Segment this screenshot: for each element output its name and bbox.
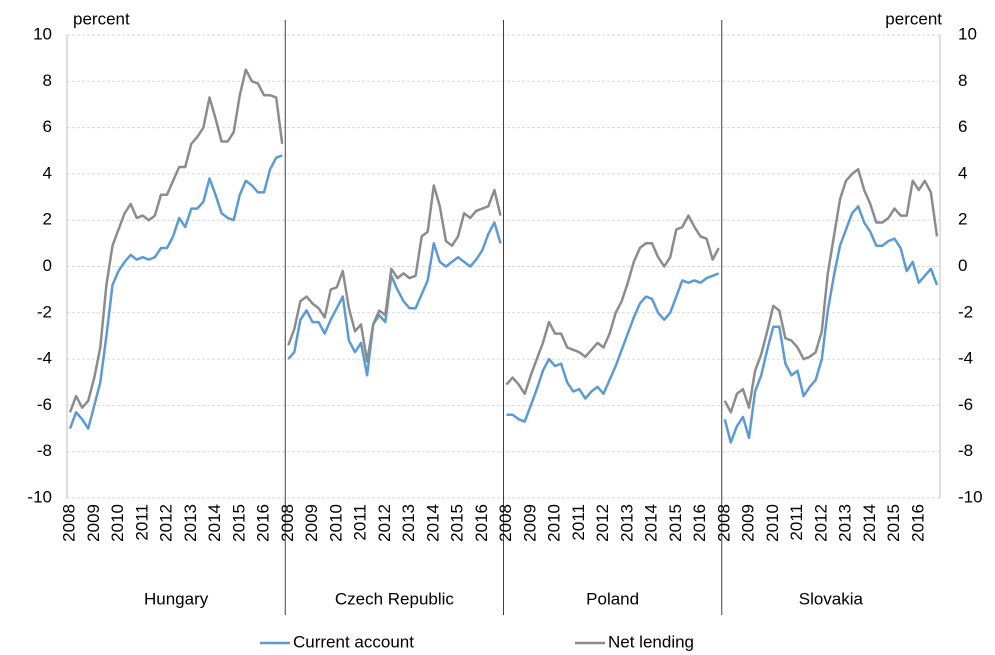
x-tick-label: 2009 (739, 504, 758, 542)
x-tick-label: 2013 (836, 504, 855, 542)
y2-tick-label: 10 (958, 24, 977, 43)
x-tick-label: 2010 (326, 504, 345, 542)
x-tick-label: 2012 (157, 504, 176, 542)
y-tick-label: -4 (37, 349, 52, 368)
x-tick-label: 2015 (666, 504, 685, 542)
y2-tick-label: -4 (958, 349, 973, 368)
y-tick-label: 10 (33, 24, 52, 43)
y2-tick-label: 2 (958, 210, 967, 229)
series-line (68, 154, 283, 430)
y2-tick-label: -8 (958, 441, 973, 460)
x-tick-label: 2014 (642, 504, 661, 542)
y-tick-label: 4 (43, 163, 52, 182)
series-line (287, 221, 502, 377)
x-tick-label: 2011 (132, 504, 151, 541)
x-tick-label: 2010 (108, 504, 127, 542)
legend-label: Net lending (608, 632, 694, 651)
y2-tick-label: 6 (958, 117, 967, 136)
series-line (287, 184, 502, 363)
x-tick-label: 2013 (399, 504, 418, 542)
x-tick-label: 2013 (181, 504, 200, 542)
x-tick-label: 2009 (302, 504, 321, 542)
x-tick-label: 2009 (520, 504, 539, 542)
y-tick-label: 8 (43, 71, 52, 90)
y-tick-label: 6 (43, 117, 52, 136)
x-tick-label: 2014 (423, 504, 442, 542)
y-tick-label: 2 (43, 210, 52, 229)
x-tick-label: 2011 (351, 504, 370, 541)
x-tick-label: 2008 (60, 504, 79, 542)
x-tick-label: 2014 (205, 504, 224, 542)
y-axis-label: percent (73, 9, 130, 28)
x-tick-label: 2012 (811, 504, 830, 542)
y2-tick-label: 4 (958, 163, 967, 182)
y2-tick-label: 8 (958, 71, 967, 90)
y-tick-label: 0 (43, 256, 52, 275)
x-tick-label: 2011 (787, 504, 806, 541)
y-tick-label: -10 (27, 487, 52, 506)
x-tick-label: 2009 (84, 504, 103, 542)
x-tick-label: 2012 (375, 504, 394, 542)
x-tick-label: 2015 (884, 504, 903, 542)
x-tick-label: 2008 (278, 504, 297, 542)
legend-label: Current account (293, 632, 414, 651)
x-tick-label: 2015 (229, 504, 248, 542)
x-tick-label: 2016 (690, 504, 709, 542)
group-label: Czech Republic (335, 589, 455, 608)
series-line (723, 168, 939, 414)
group-label: Slovakia (799, 589, 864, 608)
y2-tick-label: -6 (958, 395, 973, 414)
x-tick-label: 2008 (714, 504, 733, 542)
y-tick-label: -2 (37, 302, 52, 321)
x-tick-label: 2008 (496, 504, 515, 542)
x-tick-label: 2016 (472, 504, 491, 542)
group-label: Poland (586, 589, 639, 608)
x-tick-label: 2012 (593, 504, 612, 542)
x-tick-label: 2011 (569, 504, 588, 541)
x-tick-label: 2015 (448, 504, 467, 542)
series-line (506, 272, 720, 423)
x-tick-label: 2016 (908, 504, 927, 542)
y2-tick-label: -10 (958, 487, 983, 506)
series-line (723, 205, 939, 444)
x-tick-label: 2010 (545, 504, 564, 542)
series-line (68, 68, 284, 413)
x-tick-label: 2016 (254, 504, 273, 542)
x-tick-label: 2013 (617, 504, 636, 542)
group-label: Hungary (144, 589, 209, 608)
y2-tick-label: 0 (958, 256, 967, 275)
x-tick-label: 2014 (860, 504, 879, 542)
y2-axis-label: percent (885, 9, 942, 28)
series-line (505, 214, 720, 396)
y-tick-label: -8 (37, 441, 52, 460)
y-tick-label: -6 (37, 395, 52, 414)
y2-tick-label: -2 (958, 302, 973, 321)
x-tick-label: 2010 (763, 504, 782, 542)
